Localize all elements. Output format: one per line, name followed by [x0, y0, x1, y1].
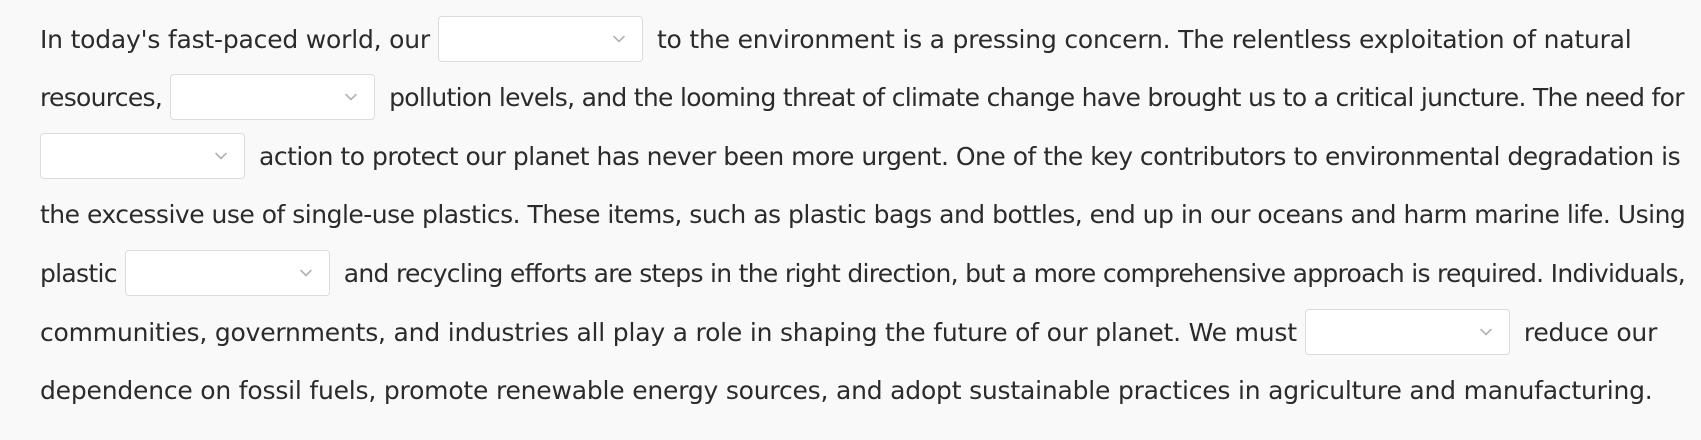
passage-line-6: communities, governments, and industries…	[40, 309, 1657, 355]
passage-line-7: dependence on fossil fuels, promote rene…	[40, 367, 1653, 413]
passage-line-1: In today's fast-paced world, our to the …	[40, 16, 1632, 62]
chevron-down-icon	[613, 35, 625, 43]
passage-line-3: action to protect our planet has never b…	[40, 133, 1681, 179]
chevron-down-icon	[345, 93, 357, 101]
blank-dropdown-3[interactable]	[40, 133, 245, 179]
passage-text: to the environment is a pressing concern…	[656, 24, 1632, 54]
passage-text: dependence on fossil fuels, promote rene…	[40, 375, 1653, 405]
chevron-down-icon	[1480, 328, 1492, 336]
blank-dropdown-1[interactable]	[437, 16, 643, 62]
passage-text: communities, governments, and industries…	[40, 317, 1297, 347]
chevron-down-icon	[215, 152, 227, 160]
passage-text: reduce our	[1523, 317, 1658, 347]
passage-text: and recycling efforts are steps in the r…	[343, 258, 1686, 288]
passage-text: In today's fast-paced world, our	[40, 24, 430, 54]
blank-dropdown-2[interactable]	[170, 74, 376, 120]
passage-text: pollution levels, and the looming threat…	[389, 82, 1684, 112]
passage-text: plastic	[40, 258, 117, 288]
blank-dropdown-4[interactable]	[124, 250, 330, 296]
passage-text: action to protect our planet has never b…	[259, 141, 1681, 171]
passage-text: the excessive use of single-use plastics…	[40, 199, 1686, 229]
passage-text: resources,	[40, 82, 163, 112]
chevron-down-icon	[299, 269, 312, 277]
blank-dropdown-5[interactable]	[1304, 309, 1510, 355]
passage-line-2: resources, pollution levels, and the loo…	[40, 74, 1684, 120]
passage-line-4: the excessive use of single-use plastics…	[40, 191, 1686, 237]
passage-line-5: plastic and recycling efforts are steps …	[40, 250, 1686, 296]
